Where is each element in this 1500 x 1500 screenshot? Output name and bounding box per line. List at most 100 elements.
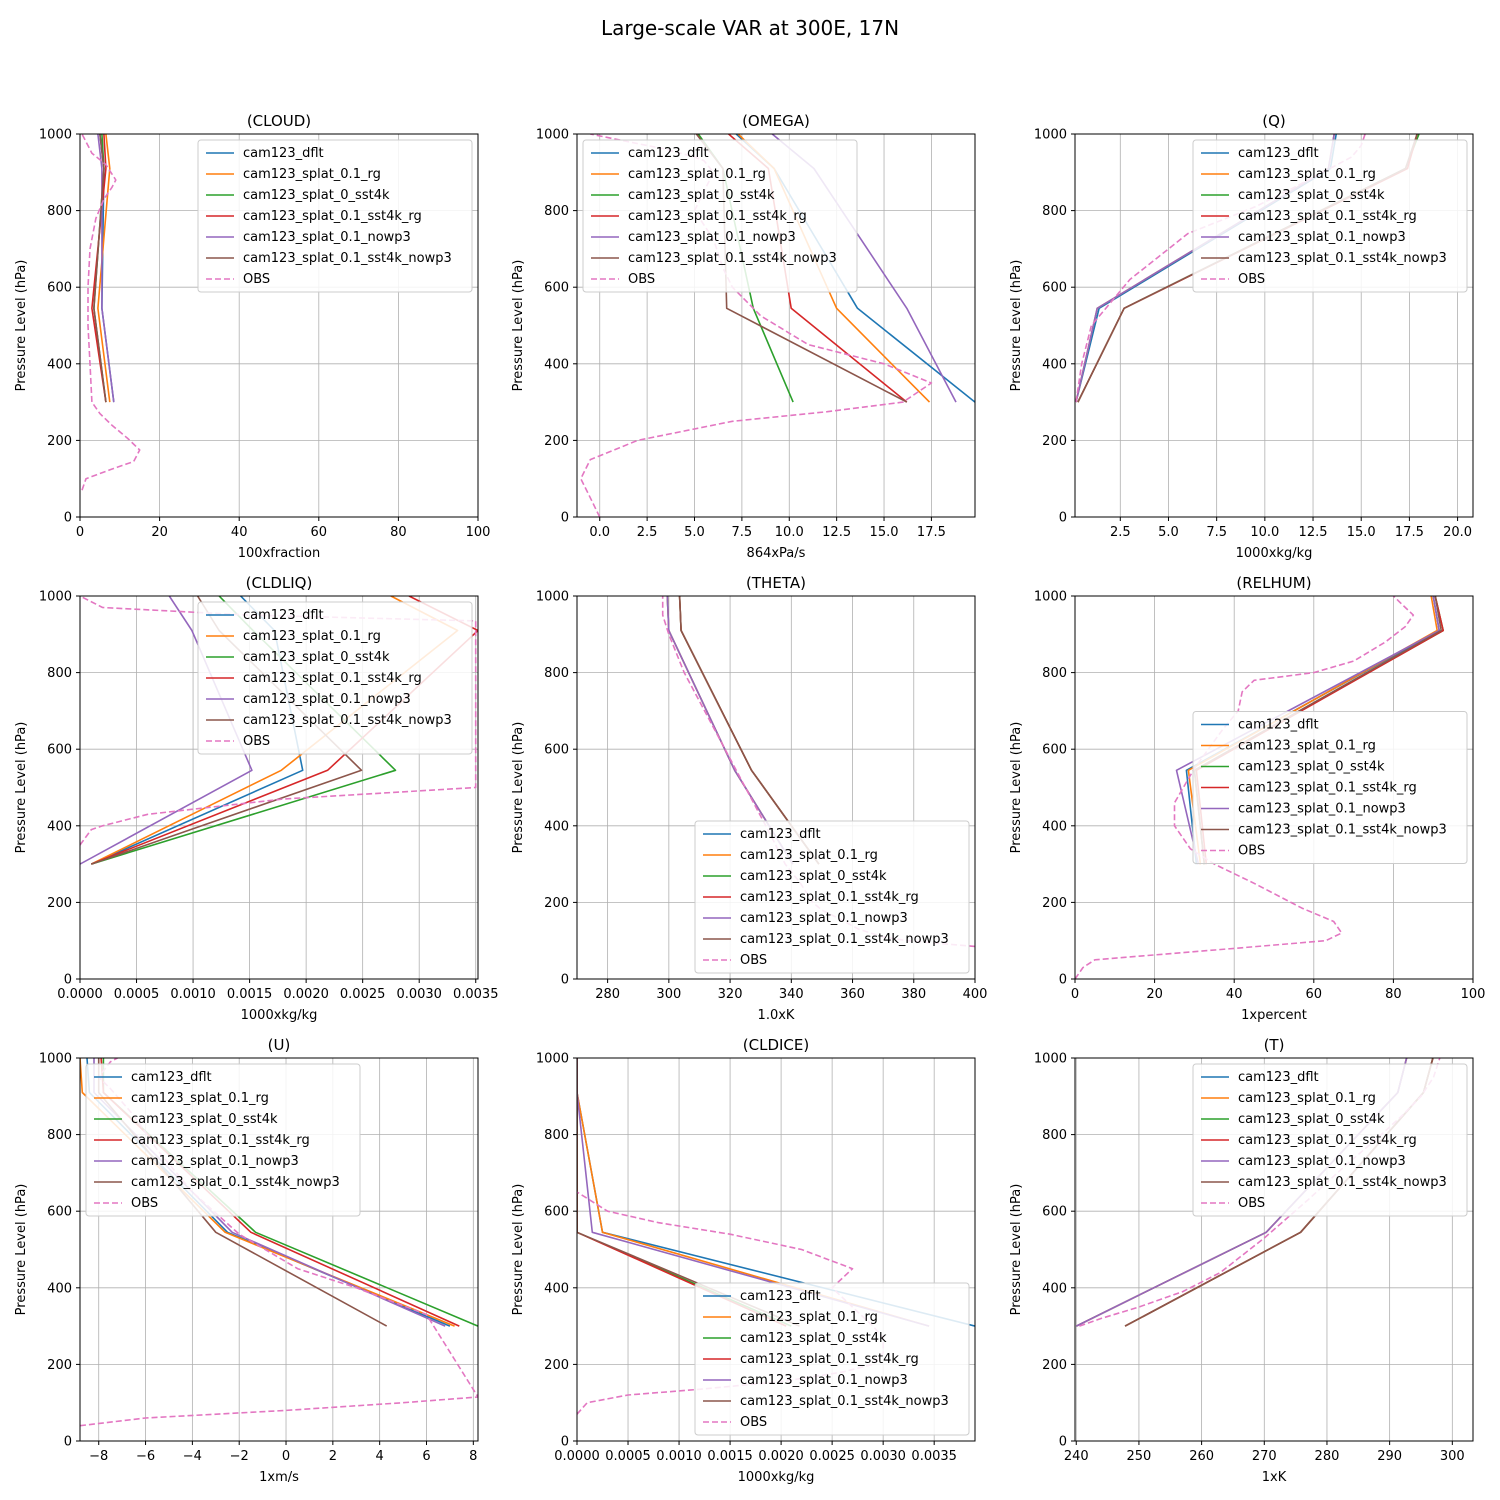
- legend-label: OBS: [1238, 272, 1265, 287]
- y-tick-label: 400: [544, 357, 569, 372]
- y-tick-label: 200: [544, 1358, 569, 1373]
- x-tick-label: 0.0015: [707, 1449, 753, 1464]
- subplot-cloud: 0 20 40 60 80 10002004006008001000(CLOUD)100x…: [14, 112, 490, 561]
- x-tick-label: 80: [390, 525, 407, 540]
- x-tick-label: 15.0: [1347, 525, 1376, 540]
- x-tick-label: 4: [376, 1449, 384, 1464]
- legend-label: cam123_splat_0.1_sst4k_rg: [740, 1352, 919, 1367]
- x-tick-label: 0.0030: [860, 1449, 906, 1464]
- x-tick-label: 0.0005: [114, 987, 160, 1002]
- legend-label: cam123_splat_0_sst4k: [628, 188, 775, 203]
- legend-label: cam123_splat_0.1_rg: [1238, 167, 1376, 182]
- y-axis-label: Pressure Level (hPa): [14, 1184, 29, 1316]
- y-tick-label: 200: [47, 434, 72, 449]
- x-tick-label: 0.0030: [396, 987, 442, 1002]
- legend-label: OBS: [740, 953, 767, 968]
- x-tick-label: 12.5: [822, 525, 851, 540]
- x-tick-label: 0: [76, 525, 84, 540]
- x-tick-label: 300: [656, 987, 681, 1002]
- y-tick-label: 400: [1042, 357, 1067, 372]
- y-tick-label: 600: [47, 1205, 72, 1220]
- legend-label: cam123_dflt: [1238, 718, 1319, 733]
- legend-label: cam123_dflt: [740, 1289, 821, 1304]
- series-line-cam123_splat_0.1_nowp3: [1175, 596, 1440, 865]
- axes-frame: [1074, 595, 1474, 980]
- legend-box: [1192, 711, 1468, 864]
- x-tick-label: 0.0: [589, 525, 610, 540]
- x-axis-label: 1xK: [1262, 1470, 1287, 1485]
- y-tick-label: 600: [1042, 1205, 1067, 1220]
- x-tick-label: 0.0000: [554, 1449, 600, 1464]
- y-tick-label: 800: [544, 204, 569, 219]
- y-tick-label: 200: [544, 896, 569, 911]
- x-axis-label: 1xpercent: [1241, 1008, 1307, 1023]
- x-tick-label: 2: [329, 1449, 337, 1464]
- legend: cam123_dflt cam123_splat_0.1_rg cam123_spl…: [1192, 711, 1468, 864]
- x-tick-label: 80: [1385, 987, 1402, 1002]
- legend-box: [197, 601, 473, 755]
- legend-label: cam123_splat_0.1_rg: [740, 1310, 878, 1325]
- legend-label: cam123_splat_0.1_sst4k_nowp3: [740, 1394, 949, 1409]
- y-tick-label: 1000: [536, 128, 569, 143]
- legend-label: cam123_dflt: [740, 827, 821, 842]
- x-tick-label: 5.0: [1158, 525, 1179, 540]
- legend-box: [197, 139, 473, 293]
- legend-label: cam123_splat_0.1_sst4k_rg: [1238, 781, 1417, 796]
- legend-box: [694, 820, 970, 974]
- legend-label: cam123_splat_0.1_rg: [131, 1091, 269, 1106]
- x-tick-label: 0.0025: [809, 1449, 855, 1464]
- legend-label: cam123_splat_0.1_rg: [740, 848, 878, 863]
- x-tick-label: 20.0: [1443, 525, 1472, 540]
- subplot-q: 2.5 5.0 7.5 10.0 12.5 15.0 17.5 20.0 0 200 400 600 8…: [1009, 112, 1474, 561]
- x-tick-label: 0.0010: [656, 1449, 702, 1464]
- x-axis-label: 100xfraction: [238, 546, 320, 561]
- x-tick-label: −4: [183, 1449, 202, 1464]
- x-tick-label: 100: [466, 525, 491, 540]
- x-tick-label: 20: [1146, 987, 1163, 1002]
- series-line-cam123_splat_0.1_sst4k_rg: [577, 1058, 787, 1327]
- y-tick-label: 600: [544, 281, 569, 296]
- x-tick-label: 380: [901, 987, 926, 1002]
- legend-box: [1192, 1063, 1468, 1217]
- x-axis-label: 1000xkg/kg: [241, 1008, 318, 1023]
- subplot-title: (T): [1264, 1036, 1285, 1054]
- y-tick-label: 1000: [39, 590, 72, 605]
- x-tick-label: 280: [595, 987, 620, 1002]
- x-tick-label: 100: [1461, 987, 1486, 1002]
- x-tick-label: −8: [89, 1449, 108, 1464]
- x-tick-label: 320: [718, 987, 743, 1002]
- legend-label: cam123_splat_0.1_sst4k_nowp3: [1238, 251, 1447, 266]
- x-tick-label: 340: [779, 987, 804, 1002]
- y-tick-label: 800: [544, 666, 569, 681]
- x-tick-label: 260: [1189, 1449, 1214, 1464]
- legend: cam123_dflt cam123_splat_0.1_rg cam123_spl…: [694, 1282, 970, 1436]
- axes-frame: [79, 133, 479, 518]
- x-tick-label: 12.5: [1299, 525, 1328, 540]
- series-line-cam123_splat_0.1_nowp3: [666, 596, 794, 865]
- x-tick-label: 10.0: [775, 525, 804, 540]
- legend-label: cam123_splat_0.1_sst4k_rg: [1238, 209, 1417, 224]
- legend: cam123_dflt cam123_splat_0.1_rg cam123_spl…: [694, 820, 970, 974]
- subplot-theta: 280 300 320 340 360 380 400 0 200 400 600 800 1000 (T…: [511, 574, 987, 1023]
- legend-label: cam123_splat_0.1_rg: [1238, 739, 1376, 754]
- x-tick-label: 0.0020: [283, 987, 329, 1002]
- y-tick-label: 400: [47, 357, 72, 372]
- legend-label: OBS: [243, 272, 270, 287]
- y-axis-label: Pressure Level (hPa): [14, 260, 29, 392]
- legend: cam123_dflt cam123_splat_0.1_rg cam123_spl…: [1192, 1063, 1468, 1217]
- y-tick-label: 1000: [39, 128, 72, 143]
- x-tick-label: 240: [1064, 1449, 1089, 1464]
- legend-label: cam123_splat_0_sst4k: [243, 650, 390, 665]
- x-tick-label: 0.0035: [911, 1449, 957, 1464]
- y-tick-label: 600: [1042, 743, 1067, 758]
- axes-frame: [79, 595, 479, 980]
- legend: cam123_dflt cam123_splat_0.1_rg cam123_spl…: [197, 601, 473, 755]
- y-tick-label: 800: [544, 1128, 569, 1143]
- subplot-omega: 0.0 2.5 5.0 7.5 10.0 12.5 15.0 17.5 0 200 400 600 80…: [511, 112, 976, 561]
- axes-frame: [576, 595, 976, 980]
- legend-label: cam123_dflt: [243, 608, 324, 623]
- axes-frame: [576, 1057, 976, 1442]
- legend-label: cam123_splat_0.1_rg: [1238, 1091, 1376, 1106]
- y-axis-label: Pressure Level (hPa): [511, 722, 526, 854]
- legend-label: cam123_splat_0.1_sst4k_rg: [740, 890, 919, 905]
